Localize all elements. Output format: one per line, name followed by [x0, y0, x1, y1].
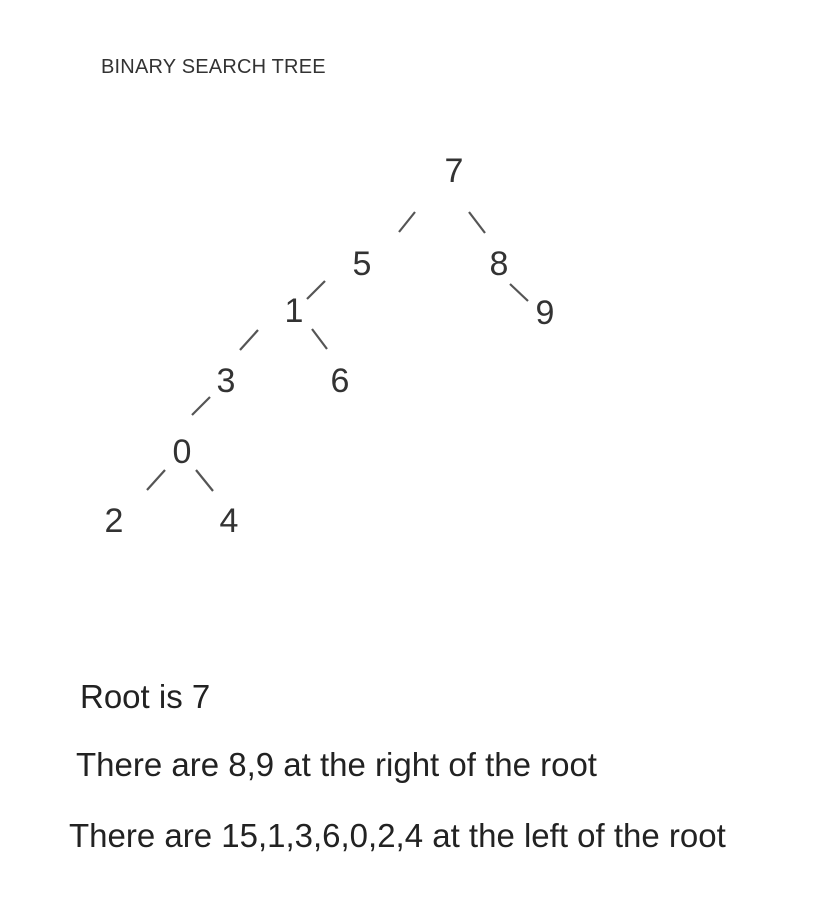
tree-edge-8-9 — [509, 283, 529, 302]
tree-edge-5-1 — [306, 280, 326, 300]
root-note: Root is 7 — [80, 678, 211, 715]
tree-node-4: 4 — [220, 502, 239, 540]
tree-edge-7-5 — [398, 211, 416, 233]
tree-edge-1-3 — [239, 329, 259, 351]
tree-node-2: 2 — [105, 502, 124, 540]
tree-node-6: 6 — [331, 362, 350, 400]
tree-node-5: 5 — [353, 245, 372, 283]
tree-node-8: 8 — [490, 245, 509, 283]
tree-nodes: 7 5 89 16 30 2 4 — [105, 152, 555, 540]
right-subtree-note: There are 8,9 at the right of the root — [76, 746, 597, 783]
tree-node-7: 7 — [445, 152, 464, 190]
tree-edge-0-4 — [195, 469, 214, 492]
tree-node-9: 9 — [536, 294, 555, 332]
tree-diagram: 7 5 89 16 30 2 4 — [105, 152, 555, 540]
tree-node-3: 3 — [217, 362, 236, 400]
tree-edge-3-0 — [191, 396, 211, 416]
diagram-title: BINARY SEARCH TREE — [101, 56, 326, 78]
tree-node-1: 1 — [285, 292, 304, 330]
tree-edge-7-8 — [468, 211, 486, 234]
tree-edge-0-2 — [146, 469, 166, 491]
left-subtree-note: There are 15,1,3,6,0,2,4 at the left of … — [69, 817, 726, 854]
tree-edge-1-6 — [311, 328, 328, 350]
tree-node-0: 0 — [173, 433, 192, 471]
tree-edges — [146, 211, 529, 492]
